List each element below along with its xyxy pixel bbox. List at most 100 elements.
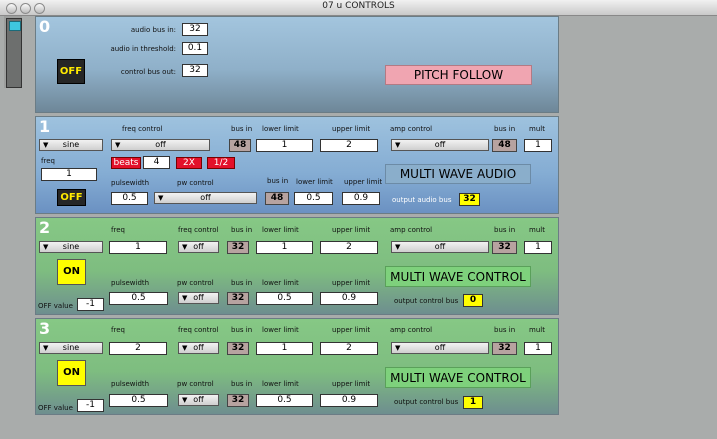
half-button[interactable]: 1/2: [207, 157, 235, 169]
freq-control-label: freq control: [178, 226, 219, 234]
zoom-icon[interactable]: [34, 3, 45, 14]
pw-control-dropdown[interactable]: ▼ off: [154, 192, 257, 204]
mult-field[interactable]: 1: [524, 241, 552, 254]
amp-bus-in-label: bus in: [494, 125, 516, 133]
off-value-label: OFF value: [38, 302, 73, 310]
amp-control-label: amp control: [390, 226, 433, 234]
pulsewidth-field[interactable]: 0.5: [109, 292, 168, 305]
level-slider[interactable]: [6, 18, 22, 88]
pw-control-dropdown[interactable]: ▼ off: [178, 394, 219, 406]
toggle-button[interactable]: OFF: [57, 59, 85, 84]
bus-in-label: bus in: [231, 326, 253, 334]
pw-control-dropdown[interactable]: ▼ off: [178, 292, 219, 304]
pw-upper-limit-field[interactable]: 0.9: [342, 192, 380, 205]
chevron-down-icon: ▼: [395, 344, 401, 352]
double-button[interactable]: 2X: [176, 157, 202, 169]
output-bus-field[interactable]: 1: [463, 396, 483, 409]
chevron-down-icon: ▼: [43, 243, 49, 251]
lower-limit-label: lower limit: [262, 125, 299, 133]
bus-in-field[interactable]: 32: [227, 342, 249, 355]
close-icon[interactable]: [6, 3, 17, 14]
amp-bus-in-field[interactable]: 48: [492, 139, 517, 152]
panel-title: MULTI WAVE AUDIO: [385, 164, 531, 184]
pw-bus-in-label: bus in: [231, 279, 253, 287]
minimize-icon[interactable]: [20, 3, 31, 14]
chevron-down-icon: ▼: [395, 141, 401, 149]
audio-bus-in-field[interactable]: 32: [182, 23, 208, 36]
panel-number: 0: [39, 17, 51, 36]
lower-limit-field[interactable]: 1: [256, 241, 313, 254]
pw-lower-limit-field[interactable]: 0.5: [256, 292, 313, 305]
upper-limit-field[interactable]: 2: [320, 342, 378, 355]
amp-bus-in-label: bus in: [494, 226, 516, 234]
pulsewidth-field[interactable]: 0.5: [111, 192, 148, 205]
wave-dropdown[interactable]: ▼ sine: [39, 139, 103, 151]
pw-upper-limit-field[interactable]: 0.9: [320, 394, 378, 407]
beats-button[interactable]: beats: [111, 157, 141, 169]
off-value-field[interactable]: -1: [77, 298, 104, 311]
panel-number: 3: [39, 319, 51, 338]
audio-threshold-field[interactable]: 0.1: [182, 42, 208, 55]
mult-label: mult: [529, 226, 545, 234]
amp-bus-in-field[interactable]: 32: [492, 241, 517, 254]
pw-bus-in-label: bus in: [231, 380, 253, 388]
pw-bus-in-label: bus in: [267, 177, 289, 185]
chevron-down-icon: ▼: [158, 194, 164, 202]
amp-bus-in-field[interactable]: 32: [492, 342, 517, 355]
amp-control-dropdown[interactable]: ▼ off: [391, 241, 489, 253]
beats-field[interactable]: 4: [143, 156, 170, 169]
slider-thumb[interactable]: [9, 21, 21, 31]
freq-control-label: freq control: [122, 125, 163, 133]
lower-limit-field[interactable]: 1: [256, 342, 313, 355]
pw-upper-limit-field[interactable]: 0.9: [320, 292, 378, 305]
amp-control-dropdown[interactable]: ▼ off: [391, 342, 489, 354]
toggle-button[interactable]: ON: [57, 360, 86, 386]
freq-control-dropdown[interactable]: ▼ off: [178, 342, 219, 354]
amp-control-dropdown[interactable]: ▼ off: [391, 139, 489, 151]
off-value-field[interactable]: -1: [77, 399, 104, 412]
panel-number: 2: [39, 218, 51, 237]
pw-lower-limit-field[interactable]: 0.5: [256, 394, 313, 407]
freq-control-dropdown[interactable]: ▼ off: [111, 139, 210, 151]
pulsewidth-label: pulsewidth: [111, 279, 150, 287]
pw-control-label: pw control: [177, 179, 214, 187]
title-bar: 07 u CONTROLS: [0, 0, 717, 16]
pw-bus-in-field[interactable]: 32: [227, 292, 249, 305]
control-bus-out-label: control bus out:: [120, 68, 176, 76]
freq-field[interactable]: 1: [109, 241, 167, 254]
pw-control-label: pw control: [177, 380, 214, 388]
pw-upper-limit-label: upper limit: [332, 380, 371, 388]
mult-field[interactable]: 1: [524, 139, 552, 152]
bus-in-label: bus in: [231, 125, 253, 133]
wave-dropdown[interactable]: ▼ sine: [39, 342, 103, 354]
mult-label: mult: [529, 125, 545, 133]
output-bus-field[interactable]: 32: [459, 193, 480, 206]
upper-limit-field[interactable]: 2: [320, 241, 378, 254]
wave-dropdown[interactable]: ▼ sine: [39, 241, 103, 253]
amp-control-label: amp control: [390, 326, 433, 334]
amp-bus-in-label: bus in: [494, 326, 516, 334]
freq-field[interactable]: 1: [41, 168, 97, 181]
pw-bus-in-field[interactable]: 32: [227, 394, 249, 407]
toggle-button[interactable]: ON: [57, 259, 86, 285]
lower-limit-field[interactable]: 1: [256, 139, 313, 152]
control-bus-out-field[interactable]: 32: [182, 64, 208, 77]
chevron-down-icon: ▼: [182, 243, 188, 251]
lower-limit-label: lower limit: [262, 326, 299, 334]
bus-in-field[interactable]: 32: [227, 241, 249, 254]
mult-field[interactable]: 1: [524, 342, 552, 355]
panel-pitch-follow: [35, 16, 559, 113]
panel-title: PITCH FOLLOW: [385, 65, 532, 85]
toggle-button[interactable]: OFF: [57, 189, 86, 206]
freq-control-dropdown[interactable]: ▼ off: [178, 241, 219, 253]
output-bus-label: output control bus: [394, 398, 459, 406]
pw-lower-limit-field[interactable]: 0.5: [294, 192, 333, 205]
pw-bus-in-field[interactable]: 48: [265, 192, 289, 205]
panel-title: MULTI WAVE CONTROL: [385, 367, 531, 388]
output-bus-field[interactable]: 0: [463, 294, 483, 307]
upper-limit-field[interactable]: 2: [320, 139, 378, 152]
pulsewidth-field[interactable]: 0.5: [109, 394, 168, 407]
bus-in-field[interactable]: 48: [229, 139, 251, 152]
freq-field[interactable]: 2: [109, 342, 167, 355]
upper-limit-label: upper limit: [332, 326, 371, 334]
